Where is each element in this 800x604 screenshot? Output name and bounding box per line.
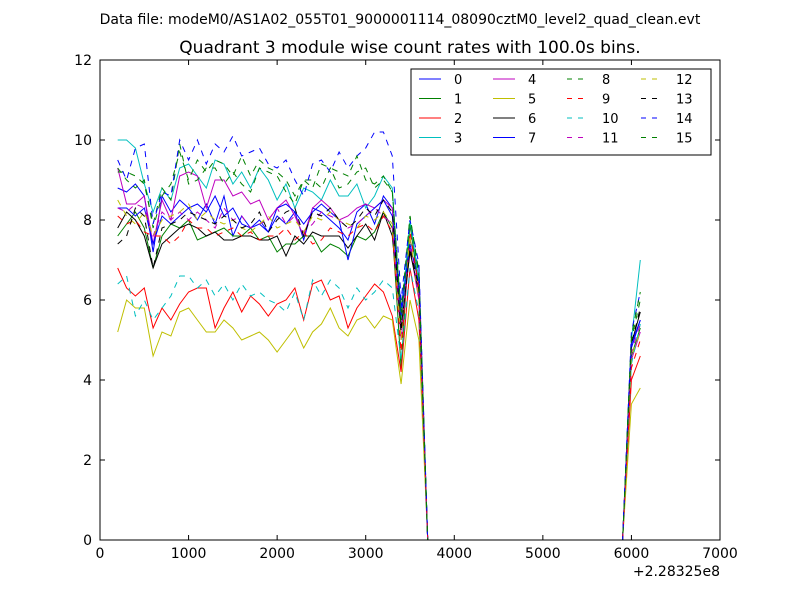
legend-label-10: 10 bbox=[602, 112, 619, 127]
legend-label-13: 13 bbox=[676, 93, 693, 108]
x-tick-label: 6000 bbox=[614, 546, 650, 562]
x-tick-label: 4000 bbox=[436, 546, 472, 562]
legend-label-2: 2 bbox=[454, 112, 462, 127]
series-line-8 bbox=[117, 143, 641, 541]
y-tick-label: 10 bbox=[74, 133, 92, 149]
series-line-7 bbox=[117, 194, 641, 541]
legend-label-14: 14 bbox=[676, 112, 693, 127]
series-line-13 bbox=[117, 199, 641, 541]
series-line-6 bbox=[117, 210, 641, 541]
legend-label-3: 3 bbox=[454, 132, 462, 147]
series-line-12 bbox=[117, 199, 641, 541]
legend-label-12: 12 bbox=[676, 73, 693, 88]
series-line-4 bbox=[117, 167, 641, 541]
x-tick-label: 5000 bbox=[525, 546, 561, 562]
legend-label-0: 0 bbox=[454, 73, 462, 88]
series-line-10 bbox=[117, 267, 641, 541]
x-axis: 0 1000 2000 3000 4000 5000 6000 7000 bbox=[96, 60, 738, 562]
series-line-2 bbox=[117, 267, 641, 541]
y-tick-label: 12 bbox=[74, 53, 92, 69]
legend-label-4: 4 bbox=[528, 73, 536, 88]
series-line-9 bbox=[117, 214, 641, 541]
legend-label-8: 8 bbox=[602, 73, 610, 88]
plot-area bbox=[117, 131, 641, 541]
x-tick-label: 1000 bbox=[171, 546, 207, 562]
legend-label-11: 11 bbox=[602, 132, 619, 147]
legend-label-7: 7 bbox=[528, 132, 536, 147]
series-line-3 bbox=[117, 139, 641, 541]
y-tick-label: 6 bbox=[83, 293, 92, 309]
y-tick-label: 0 bbox=[83, 533, 92, 549]
series-line-15 bbox=[117, 150, 641, 541]
series-line-1 bbox=[117, 210, 641, 541]
legend-label-9: 9 bbox=[602, 93, 610, 108]
x-offset-label: +2.28325e8 bbox=[633, 564, 720, 580]
data-file-label: Data file: modeM0/AS1A02_055T01_90000011… bbox=[100, 12, 701, 28]
x-tick-label: 2000 bbox=[259, 546, 295, 562]
legend-label-15: 15 bbox=[676, 132, 693, 147]
legend-label-1: 1 bbox=[454, 93, 462, 108]
legend-label-5: 5 bbox=[528, 93, 536, 108]
y-tick-label: 2 bbox=[83, 453, 92, 469]
x-tick-label: 0 bbox=[96, 546, 105, 562]
chart-title: Quadrant 3 module wise count rates with … bbox=[179, 38, 640, 58]
x-tick-label: 7000 bbox=[702, 546, 738, 562]
y-tick-label: 8 bbox=[83, 213, 92, 229]
legend-label-6: 6 bbox=[528, 112, 536, 127]
series-line-5 bbox=[117, 299, 641, 541]
y-tick-label: 4 bbox=[83, 373, 92, 389]
legend-box bbox=[410, 68, 712, 156]
series-line-11 bbox=[117, 203, 641, 541]
x-tick-label: 3000 bbox=[348, 546, 384, 562]
series-line-14 bbox=[117, 131, 641, 541]
